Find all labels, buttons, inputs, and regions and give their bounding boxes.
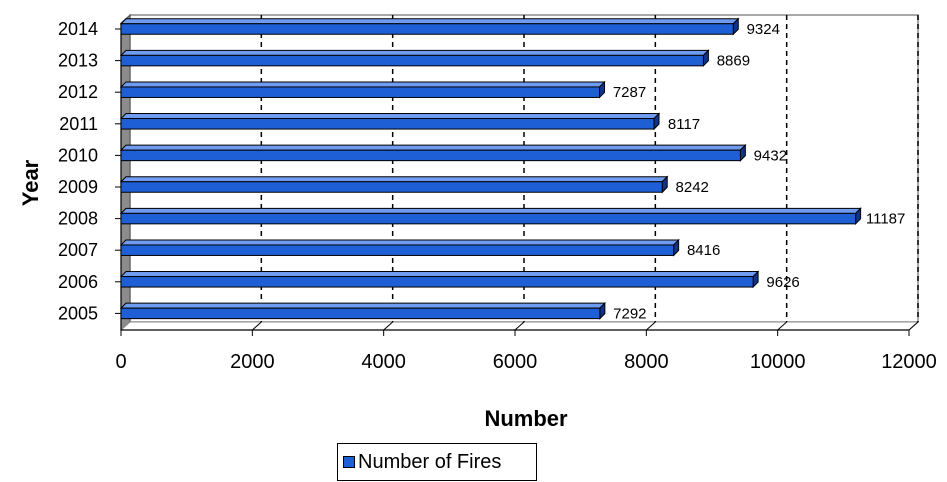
y-tick-label: 2012 [58,82,98,102]
bar-top [119,176,669,183]
bar [120,276,754,288]
floor-gridline [252,321,262,331]
y-tick-label: 2008 [58,209,98,229]
y-tick-label: 2006 [58,272,98,292]
y-tick-label: 2005 [58,303,98,323]
bar-top [119,113,661,120]
data-label: 7292 [613,305,646,322]
floor-gridline [777,321,787,331]
data-label: 8242 [676,179,709,196]
data-label: 8416 [687,242,720,259]
y-tick-label: 2011 [59,114,98,134]
bar-top [119,271,760,278]
x-tick-label: 10000 [750,351,806,373]
data-label: 11187 [866,211,906,228]
bar-top [119,81,606,88]
bar-top [119,49,710,56]
floor-gridline [908,321,919,331]
legend-label: Number of Fires [358,450,502,473]
bar [120,307,601,320]
y-tick-label: 2009 [58,177,98,197]
bar-top [119,207,862,214]
x-tick-label: 0 [115,351,126,373]
legend: Number of Fires [337,443,537,481]
bar-top [119,144,747,151]
bar [120,54,704,67]
data-label: 8869 [717,53,750,70]
bar-top [119,302,607,309]
x-tick-label: 4000 [361,351,406,373]
bar [120,212,857,225]
x-axis-title: Number [484,406,568,431]
floor-gridline [646,321,656,331]
floor-gridline [383,321,393,331]
data-label: 9324 [747,21,780,38]
bar [120,181,663,193]
y-axis-title: Year [18,159,43,206]
data-label: 9432 [754,147,787,164]
bar [120,86,601,98]
bar-top [119,239,680,246]
x-tick-label: 2000 [230,351,275,373]
y-tick-label: 2014 [58,19,98,39]
data-label: 9626 [766,274,799,291]
x-tick-label: 8000 [624,351,669,373]
legend-swatch [343,456,355,468]
y-tick-label: 2010 [58,145,98,165]
bar [120,118,655,130]
floor-gridline [514,321,525,331]
bar [120,23,734,35]
data-label: 7287 [613,84,646,101]
bar [120,244,675,256]
x-tick-label: 12000 [881,351,937,373]
data-label: 8117 [668,116,700,133]
y-tick-label: 2013 [58,51,98,71]
bar [120,149,741,162]
y-tick-label: 2007 [58,240,98,260]
bar-top [119,18,740,25]
x-tick-label: 6000 [493,351,538,373]
